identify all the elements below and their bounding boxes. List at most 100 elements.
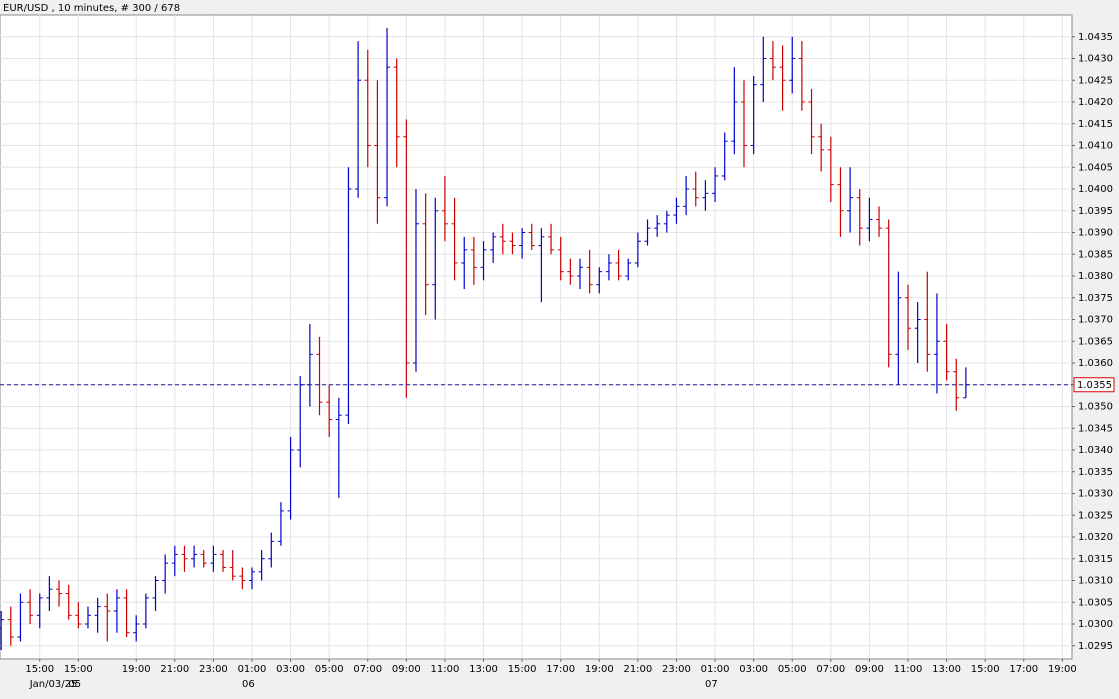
ohlc-bar <box>268 532 275 568</box>
ohlc-bar <box>712 167 719 203</box>
y-tick-label: 1.0315 <box>1078 554 1113 565</box>
ohlc-bar <box>586 249 593 294</box>
x-tick-label: 01:00 <box>238 664 267 675</box>
ohlc-bar <box>113 589 120 633</box>
ohlc-bar <box>248 567 255 590</box>
ohlc-bar <box>904 284 911 350</box>
ohlc-bar <box>548 223 555 255</box>
y-tick-label: 1.0380 <box>1078 271 1113 282</box>
y-tick-label: 1.0390 <box>1078 228 1113 239</box>
y-tick-label: 1.0410 <box>1078 141 1113 152</box>
ohlc-bar <box>384 28 391 207</box>
ohlc-bar <box>625 258 632 281</box>
ohlc-bar <box>779 45 786 111</box>
chart-title: EUR/USD , 10 minutes, # 300 / 678 <box>3 3 180 14</box>
ohlc-bar <box>596 267 603 294</box>
x-tick-label: 17:00 <box>546 664 575 675</box>
y-tick-label: 1.0365 <box>1078 336 1113 347</box>
ohlc-bar <box>0 610 5 651</box>
ohlc-bar <box>220 550 227 572</box>
ohlc-bar <box>239 567 246 590</box>
x-tick-label: 01:00 <box>701 664 730 675</box>
ohlc-bar <box>740 80 747 168</box>
ohlc-bar <box>818 123 825 172</box>
y-tick-label: 1.0425 <box>1078 75 1113 86</box>
ohlc-bar <box>634 232 641 268</box>
ohlc-bar <box>509 232 516 255</box>
ohlc-bar <box>605 254 612 281</box>
ohlc-bar <box>847 167 854 233</box>
date-label: 07 <box>705 679 718 690</box>
y-tick-label: 1.0370 <box>1078 315 1113 326</box>
ohlc-bar <box>461 236 468 290</box>
y-tick-label: 1.0350 <box>1078 402 1113 413</box>
ohlc-bar <box>287 436 294 520</box>
x-tick-label: 17:00 <box>1009 664 1038 675</box>
x-tick-label: 07:00 <box>816 664 845 675</box>
ohlc-bar <box>277 502 284 546</box>
ohlc-bar <box>567 258 574 285</box>
y-tick-label: 1.0335 <box>1078 467 1113 478</box>
ohlc-bar <box>557 236 564 281</box>
x-tick-label: 09:00 <box>392 664 421 675</box>
x-tick-label: 19:00 <box>1048 664 1077 675</box>
x-tick-label: 23:00 <box>662 664 691 675</box>
ohlc-bar <box>258 550 265 581</box>
ohlc-bar <box>731 67 738 155</box>
ohlc-bar <box>133 615 140 642</box>
x-tick-label: 07:00 <box>353 664 382 675</box>
x-tick-label: 11:00 <box>431 664 460 675</box>
x-tick-label: 03:00 <box>276 664 305 675</box>
ohlc-bar <box>519 228 526 259</box>
ohlc-bar <box>702 180 709 211</box>
ohlc-bar <box>355 41 362 198</box>
ohlc-bar <box>316 336 323 416</box>
x-tick-label: 03:00 <box>739 664 768 675</box>
ohlc-bar <box>142 593 149 629</box>
date-label: Jan/03/25 <box>29 679 78 690</box>
ohlc-bar <box>171 545 178 577</box>
ohlc-bar <box>441 175 448 242</box>
x-tick-label: 15:00 <box>25 664 54 675</box>
y-tick-label: 1.0420 <box>1078 97 1113 108</box>
y-tick-label: 1.0305 <box>1078 597 1113 608</box>
ohlc-bar <box>721 132 728 181</box>
ohlc-bar <box>210 545 217 572</box>
x-tick-label: 23:00 <box>199 664 228 675</box>
date-label: 06 <box>242 679 255 690</box>
ohlc-bar <box>924 271 931 372</box>
ohlc-bar <box>760 36 767 102</box>
ohlc-bar <box>162 554 169 594</box>
x-tick-label: 05:00 <box>778 664 807 675</box>
ohlc-bar <box>538 228 545 303</box>
y-tick-label: 1.0345 <box>1078 423 1113 434</box>
ohlc-bar <box>27 589 34 624</box>
plot-area <box>0 14 1073 660</box>
ohlc-bar <box>953 358 960 411</box>
x-tick-label: 15:00 <box>64 664 93 675</box>
ohlc-bar <box>412 189 419 372</box>
ohlc-bar <box>856 189 863 246</box>
ohlc-bar <box>422 193 429 316</box>
ohlc-bar <box>56 580 63 607</box>
ohlc-bar <box>84 606 91 629</box>
ohlc-bar <box>798 41 805 111</box>
y-tick-label: 1.0325 <box>1078 510 1113 521</box>
ohlc-bar <box>827 136 834 203</box>
y-tick-label: 1.0340 <box>1078 445 1113 456</box>
ohlc-bar <box>876 206 883 237</box>
ohlc-bar <box>364 49 371 168</box>
ohlc-bar <box>528 223 535 250</box>
ohlc-bar <box>403 119 410 398</box>
ohlc-bar <box>480 241 487 281</box>
ohlc-bar <box>644 219 651 246</box>
ohlc-bar <box>615 249 622 281</box>
x-tick-label: 19:00 <box>585 664 614 675</box>
ohlc-bar <box>769 41 776 81</box>
y-tick-label: 1.0310 <box>1078 576 1113 587</box>
ohlc-bar <box>229 550 236 581</box>
ohlc-bar <box>683 175 690 216</box>
ohlc-bar <box>866 197 873 242</box>
